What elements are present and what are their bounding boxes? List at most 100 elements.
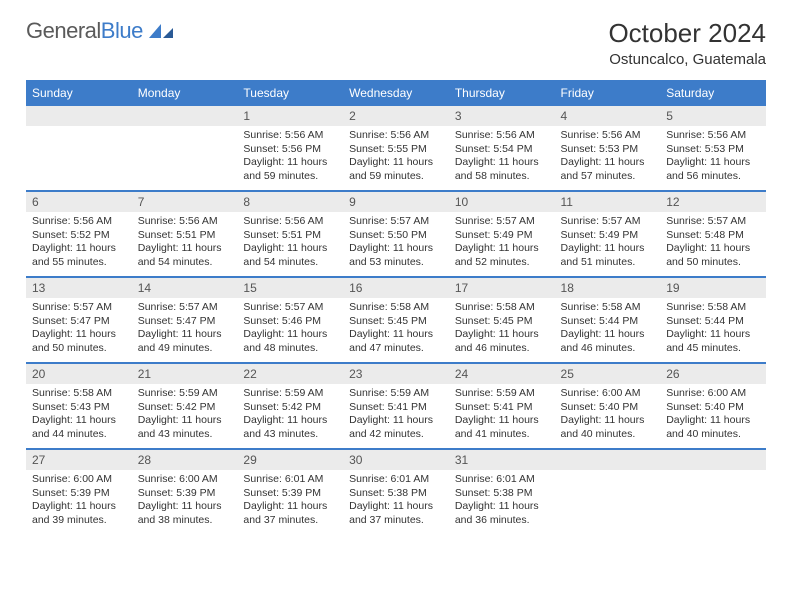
day-details: Sunrise: 5:56 AMSunset: 5:51 PMDaylight:… bbox=[237, 212, 343, 274]
day-number: 18 bbox=[555, 278, 661, 298]
sunset-line: Sunset: 5:53 PM bbox=[666, 143, 760, 157]
day-details: Sunrise: 5:56 AMSunset: 5:54 PMDaylight:… bbox=[449, 126, 555, 188]
day-header: Sunday bbox=[26, 81, 132, 105]
calendar-cell: 13Sunrise: 5:57 AMSunset: 5:47 PMDayligh… bbox=[26, 277, 132, 363]
sunrise-line: Sunrise: 5:57 AM bbox=[32, 301, 126, 315]
day-number: 12 bbox=[660, 192, 766, 212]
daylight-line: Daylight: 11 hours and 40 minutes. bbox=[561, 414, 655, 441]
daylight-line: Daylight: 11 hours and 59 minutes. bbox=[349, 156, 443, 183]
sunset-line: Sunset: 5:53 PM bbox=[561, 143, 655, 157]
sunrise-line: Sunrise: 5:56 AM bbox=[32, 215, 126, 229]
sunset-line: Sunset: 5:49 PM bbox=[455, 229, 549, 243]
calendar-row: 20 Sunrise: 5:58 AMSunset: 5:43 PM Dayligh… bbox=[26, 363, 766, 449]
logo-text: GeneralBlue bbox=[26, 18, 143, 44]
calendar-cell: 9Sunrise: 5:57 AMSunset: 5:50 PMDaylight… bbox=[343, 191, 449, 277]
daylight-line: Daylight: 11 hours and 57 minutes. bbox=[561, 156, 655, 183]
sunrise-line: Sunrise: 5:58 AM bbox=[32, 387, 126, 401]
daylight-line: Daylight: 11 hours and 46 minutes. bbox=[455, 328, 549, 355]
sunset-line: Sunset: 5:51 PM bbox=[243, 229, 337, 243]
day-header: Wednesday bbox=[343, 81, 449, 105]
sunrise-line: Sunrise: 6:01 AM bbox=[243, 473, 337, 487]
sunset-line: Sunset: 5:45 PM bbox=[455, 315, 549, 329]
daylight-line: Daylight: 11 hours and 50 minutes. bbox=[32, 328, 126, 355]
daylight-line: Daylight: 11 hours and 53 minutes. bbox=[349, 242, 443, 269]
day-number: 20 bbox=[26, 364, 132, 384]
day-details bbox=[555, 470, 661, 477]
logo: GeneralBlue bbox=[26, 18, 175, 44]
calendar-row: 6Sunrise: 5:56 AMSunset: 5:52 PMDaylight… bbox=[26, 191, 766, 277]
day-number: 23 bbox=[343, 364, 449, 384]
day-details: Sunrise: 5:58 AMSunset: 5:45 PMDaylight:… bbox=[449, 298, 555, 360]
day-details: Sunrise: 5:59 AMSunset: 5:41 PMDaylight:… bbox=[343, 384, 449, 446]
sunrise-line: Sunrise: 5:56 AM bbox=[138, 215, 232, 229]
sunrise-line: Sunrise: 5:56 AM bbox=[561, 129, 655, 143]
sunset-line: Sunset: 5:54 PM bbox=[455, 143, 549, 157]
sunset-line: Sunset: 5:40 PM bbox=[666, 401, 760, 415]
sunrise-line: Sunrise: 5:56 AM bbox=[455, 129, 549, 143]
day-number bbox=[555, 450, 661, 470]
day-number: 6 bbox=[26, 192, 132, 212]
sunset-line: Sunset: 5:44 PM bbox=[561, 315, 655, 329]
calendar-cell: 29Sunrise: 6:01 AMSunset: 5:39 PMDayligh… bbox=[237, 449, 343, 535]
sunrise-line: Sunrise: 6:01 AM bbox=[455, 473, 549, 487]
calendar-cell: 2Sunrise: 5:56 AMSunset: 5:55 PMDaylight… bbox=[343, 105, 449, 191]
calendar-cell: 18Sunrise: 5:58 AMSunset: 5:44 PMDayligh… bbox=[555, 277, 661, 363]
day-details: Sunrise: 6:01 AMSunset: 5:39 PMDaylight:… bbox=[237, 470, 343, 532]
header: GeneralBlue October 2024 Ostuncalco, Gua… bbox=[26, 18, 766, 68]
sunset-line: Sunset: 5:52 PM bbox=[32, 229, 126, 243]
daylight-line: Daylight: 11 hours and 38 minutes. bbox=[138, 500, 232, 527]
sunrise-line: Sunrise: 5:57 AM bbox=[455, 215, 549, 229]
day-number: 28 bbox=[132, 450, 238, 470]
daylight-line: Daylight: 11 hours and 49 minutes. bbox=[138, 328, 232, 355]
daylight-line: Daylight: 11 hours and 37 minutes. bbox=[243, 500, 337, 527]
day-details: Sunrise: 6:00 AMSunset: 5:40 PMDaylight:… bbox=[660, 384, 766, 446]
calendar-row: 1Sunrise: 5:56 AMSunset: 5:56 PMDaylight… bbox=[26, 105, 766, 191]
sunset-line: Sunset: 5:42 PM bbox=[138, 401, 232, 415]
day-details: Sunrise: 5:56 AMSunset: 5:53 PMDaylight:… bbox=[555, 126, 661, 188]
sunrise-line: Sunrise: 5:56 AM bbox=[666, 129, 760, 143]
day-number: 4 bbox=[555, 106, 661, 126]
day-number: 14 bbox=[132, 278, 238, 298]
sunrise-line: Sunrise: 5:59 AM bbox=[138, 387, 232, 401]
day-details: Sunrise: 5:56 AMSunset: 5:56 PMDaylight:… bbox=[237, 126, 343, 188]
month-title: October 2024 bbox=[608, 18, 766, 49]
sunrise-line: Sunrise: 6:00 AM bbox=[666, 387, 760, 401]
sunset-line: Sunset: 5:46 PM bbox=[243, 315, 337, 329]
sunset-line: Sunset: 5:43 PM bbox=[32, 401, 126, 415]
day-details: Sunrise: 5:59 AMSunset: 5:42 PMDaylight:… bbox=[237, 384, 343, 446]
daylight-line: Daylight: 11 hours and 54 minutes. bbox=[138, 242, 232, 269]
day-details: Sunrise: 5:59 AMSunset: 5:41 PMDaylight:… bbox=[449, 384, 555, 446]
day-number: 16 bbox=[343, 278, 449, 298]
calendar-cell: 15Sunrise: 5:57 AMSunset: 5:46 PMDayligh… bbox=[237, 277, 343, 363]
logo-part2: Blue bbox=[101, 18, 143, 43]
sunrise-line: Sunrise: 5:57 AM bbox=[138, 301, 232, 315]
sunset-line: Sunset: 5:41 PM bbox=[455, 401, 549, 415]
calendar-cell: 12Sunrise: 5:57 AMSunset: 5:48 PMDayligh… bbox=[660, 191, 766, 277]
day-details: Sunrise: 5:56 AMSunset: 5:51 PMDaylight:… bbox=[132, 212, 238, 274]
sunset-line: Sunset: 5:44 PM bbox=[666, 315, 760, 329]
daylight-line: Daylight: 11 hours and 55 minutes. bbox=[32, 242, 126, 269]
calendar-cell bbox=[660, 449, 766, 535]
day-number: 30 bbox=[343, 450, 449, 470]
calendar-cell bbox=[555, 449, 661, 535]
day-details: Sunrise: 5:57 AMSunset: 5:46 PMDaylight:… bbox=[237, 298, 343, 360]
day-details bbox=[132, 126, 238, 133]
day-number: 26 bbox=[660, 364, 766, 384]
day-details: Sunrise: 5:56 AMSunset: 5:55 PMDaylight:… bbox=[343, 126, 449, 188]
daylight-line: Daylight: 11 hours and 43 minutes. bbox=[138, 414, 232, 441]
location: Ostuncalco, Guatemala bbox=[608, 51, 766, 68]
sunrise-line: Sunrise: 6:01 AM bbox=[349, 473, 443, 487]
day-details: Sunrise: 5:58 AMSunset: 5:44 PMDaylight:… bbox=[660, 298, 766, 360]
daylight-line: Daylight: 11 hours and 37 minutes. bbox=[349, 500, 443, 527]
day-number: 8 bbox=[237, 192, 343, 212]
day-number: 13 bbox=[26, 278, 132, 298]
logo-part1: General bbox=[26, 18, 101, 43]
sunset-line: Sunset: 5:48 PM bbox=[666, 229, 760, 243]
calendar-cell: 21Sunrise: 5:59 AMSunset: 5:42 PMDayligh… bbox=[132, 363, 238, 449]
sunrise-line: Sunrise: 5:59 AM bbox=[243, 387, 337, 401]
calendar-row: 27Sunrise: 6:00 AMSunset: 5:39 PMDayligh… bbox=[26, 449, 766, 535]
calendar-row: 13Sunrise: 5:57 AMSunset: 5:47 PMDayligh… bbox=[26, 277, 766, 363]
day-number: 24 bbox=[449, 364, 555, 384]
sunset-line: Sunset: 5:39 PM bbox=[32, 487, 126, 501]
day-number: 27 bbox=[26, 450, 132, 470]
